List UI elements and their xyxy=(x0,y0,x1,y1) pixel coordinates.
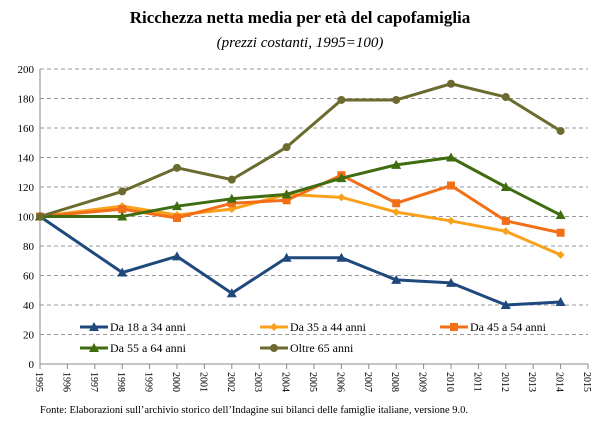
x-tick-label: 2012 xyxy=(499,372,510,392)
data-point xyxy=(555,297,566,307)
y-tick-label: 180 xyxy=(18,94,35,106)
data-point xyxy=(336,252,347,262)
data-point xyxy=(446,277,456,287)
x-tick-label: 2001 xyxy=(197,372,208,392)
data-point xyxy=(501,93,510,102)
x-tick-label: 2013 xyxy=(526,372,537,392)
data-point xyxy=(227,199,236,208)
data-point xyxy=(282,196,291,205)
series-3 xyxy=(40,156,562,218)
data-point xyxy=(117,211,128,221)
data-point xyxy=(555,210,566,220)
data-point xyxy=(447,181,455,190)
data-point xyxy=(556,228,565,237)
data-point xyxy=(337,95,346,104)
series-line xyxy=(39,215,561,307)
data-point xyxy=(391,274,402,284)
data-point xyxy=(336,173,347,183)
data-point xyxy=(173,163,181,172)
x-tick-label: 1998 xyxy=(115,372,126,392)
data-point xyxy=(226,288,237,298)
series-0 xyxy=(39,215,561,307)
data-point xyxy=(392,208,401,217)
data-point xyxy=(173,213,181,222)
x-tick-label: 2002 xyxy=(225,372,236,392)
data-point xyxy=(501,227,510,236)
data-point xyxy=(118,205,127,214)
y-tick-label: 100 xyxy=(18,212,35,224)
y-tick-label: 0 xyxy=(29,359,35,371)
x-tick-label: 2014 xyxy=(554,372,565,392)
data-point xyxy=(392,95,401,104)
data-point xyxy=(172,201,182,211)
data-point xyxy=(556,250,565,259)
series-2 xyxy=(39,173,561,235)
x-tick-label: 1995 xyxy=(33,372,44,392)
x-tick-label: 2011 xyxy=(471,372,482,392)
source-note: Fonte: Elaborazioni sull’archivio storic… xyxy=(40,405,469,416)
y-tick-label: 20 xyxy=(23,330,35,342)
legend-label: Oltre 65 anni xyxy=(290,341,354,355)
chart-subtitle: (prezzi costanti, 1995=100) xyxy=(216,35,384,51)
x-tick-label: 2000 xyxy=(170,372,181,392)
y-tick-label: 140 xyxy=(18,153,35,165)
data-point xyxy=(392,199,401,208)
legend-marker xyxy=(270,344,278,352)
data-point xyxy=(117,267,128,277)
legend-label: Da 35 a 44 anni xyxy=(290,320,367,334)
data-point xyxy=(447,79,455,88)
series-line xyxy=(40,156,562,218)
x-tick-label: 1999 xyxy=(143,372,154,392)
x-tick-label: 2005 xyxy=(307,372,318,392)
y-tick-label: 160 xyxy=(18,123,35,135)
y-tick-label: 200 xyxy=(18,64,35,76)
legend-marker xyxy=(450,323,458,331)
data-point xyxy=(281,252,292,262)
x-tick-label: 2004 xyxy=(280,372,291,392)
data-point xyxy=(282,143,291,152)
y-tick-label: 80 xyxy=(23,241,35,253)
data-point xyxy=(446,152,456,162)
legend-marker xyxy=(270,323,278,331)
x-tick-label: 2010 xyxy=(444,372,455,392)
x-tick-label: 2007 xyxy=(362,372,373,392)
x-tick-label: 2015 xyxy=(581,372,592,392)
data-point xyxy=(172,251,182,261)
legend-label: Da 45 a 54 anni xyxy=(470,320,547,334)
data-point xyxy=(391,159,402,169)
data-point xyxy=(337,193,346,202)
data-point xyxy=(118,187,127,196)
x-tick-label: 2003 xyxy=(252,372,263,392)
series-4 xyxy=(39,82,562,218)
series-line xyxy=(39,82,562,218)
x-tick-label: 1997 xyxy=(88,372,99,392)
series-line xyxy=(39,173,561,235)
data-point xyxy=(281,189,292,199)
y-tick-label: 120 xyxy=(18,182,35,194)
x-tick-label: 1996 xyxy=(60,372,71,392)
chart-title: Ricchezza netta media per età del capofa… xyxy=(129,8,471,27)
data-point xyxy=(556,126,565,135)
x-tick-label: 2009 xyxy=(417,372,428,392)
legend-marker xyxy=(89,322,99,331)
data-point xyxy=(500,300,511,309)
data-point xyxy=(36,212,44,221)
data-point xyxy=(227,175,236,184)
legend-label: Da 18 a 34 anni xyxy=(110,320,187,334)
legend-marker xyxy=(89,343,99,352)
y-tick-label: 60 xyxy=(23,271,35,283)
legend-label: Da 55 a 64 anni xyxy=(110,341,187,355)
x-tick-label: 2006 xyxy=(334,372,345,392)
data-point xyxy=(500,182,511,191)
data-point xyxy=(501,216,510,225)
y-tick-label: 40 xyxy=(23,300,35,312)
data-point xyxy=(226,193,237,203)
x-tick-label: 2008 xyxy=(389,372,400,392)
data-point xyxy=(447,216,455,225)
